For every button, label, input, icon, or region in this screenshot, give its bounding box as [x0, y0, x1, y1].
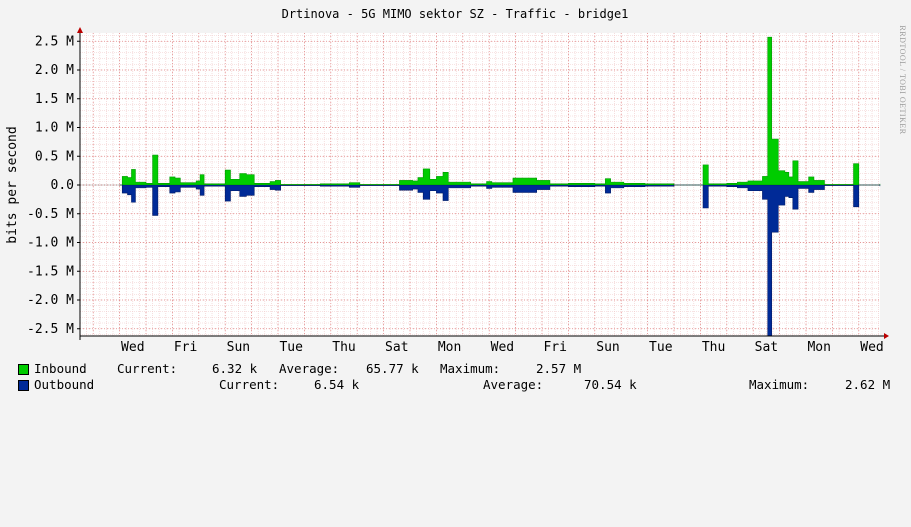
legend-row-inbound: Inbound Current: 6.32 k Average: 65.77 k… [0, 361, 911, 377]
y-tick-labels: 2.5 M 2.0 M 1.5 M 1.0 M 0.5 M 0.0 -0.5 M -1.0 M… [27, 34, 74, 337]
x-tick-label: Wed [860, 340, 883, 355]
y-tick-label: 2.5 M [35, 34, 74, 49]
x-tick-label: Sun [227, 340, 250, 355]
x-axis-arrow [884, 333, 889, 339]
outbound-current-label: Current: [219, 377, 280, 392]
legend-row-outbound: Outbound Current: 6.54 k Average: 70.54 … [0, 377, 911, 393]
x-tick-label: Tue [649, 340, 673, 355]
series-line-outbound [119, 184, 881, 336]
y-axis-arrow [77, 27, 83, 33]
x-tick-labels: Wed Fri Sun Tue Thu Sat Mon Wed Fri Sun Tue Thu Sat M… [121, 340, 884, 355]
y-tick-label: -2.0 M [27, 293, 74, 308]
x-tick-label: Sat [385, 340, 408, 355]
x-tick-label: Tue [279, 340, 303, 355]
y-tick-label: 0.5 M [35, 149, 74, 164]
inbound-average-label: Average: [279, 361, 340, 376]
y-tick-label: 0.0 [51, 178, 74, 193]
y-tick-label: 1.0 M [35, 121, 74, 136]
y-tick-label: 1.5 M [35, 92, 74, 107]
outbound-average-label: Average: [483, 377, 544, 392]
x-tick-label: Fri [543, 340, 566, 355]
outbound-name: Outbound [34, 377, 95, 392]
x-tick-label: Wed [121, 340, 144, 355]
outbound-average-value: 70.54 k [584, 377, 637, 392]
x-tick-label: Fri [174, 340, 197, 355]
grid [79, 33, 880, 336]
outbound-maximum-value: 2.62 M [845, 377, 891, 392]
inbound-maximum-label: Maximum: [440, 361, 501, 376]
axes [77, 27, 889, 340]
y-tick-label: -0.5 M [27, 207, 74, 222]
inbound-current-value: 6.32 k [212, 361, 258, 376]
inbound-swatch [18, 364, 29, 375]
x-tick-label: Mon [438, 340, 461, 355]
y-tick-label: -1.0 M [27, 236, 74, 251]
outbound-maximum-label: Maximum: [749, 377, 810, 392]
traffic-chart: Drtinova - 5G MIMO sektor SZ - Traffic -… [5, 7, 907, 355]
y-axis-label: bits per second [5, 126, 20, 243]
rrdtool-credit: RRDTOOL / TOBI OETIKER [898, 25, 907, 134]
inbound-maximum-value: 2.57 M [536, 361, 582, 376]
inbound-average-value: 65.77 k [366, 361, 419, 376]
x-tick-label: Mon [807, 340, 830, 355]
y-tick-label: 2.0 M [35, 63, 74, 78]
x-tick-label: Wed [491, 340, 514, 355]
chart-title: Drtinova - 5G MIMO sektor SZ - Traffic -… [282, 7, 629, 21]
outbound-current-value: 6.54 k [314, 377, 360, 392]
y-tick-label: -1.5 M [27, 264, 74, 279]
x-tick-label: Sat [755, 340, 778, 355]
inbound-current-label: Current: [117, 361, 178, 376]
y-tick-label: -2.5 M [27, 322, 74, 337]
x-tick-label: Sun [596, 340, 619, 355]
x-tick-label: Thu [332, 340, 355, 355]
inbound-name: Inbound [34, 361, 87, 376]
series-line-inbound [119, 36, 881, 186]
series-areas [119, 36, 881, 336]
graph-frame: Drtinova - 5G MIMO sektor SZ - Traffic -… [0, 7, 911, 393]
x-tick-label: Thu [702, 340, 725, 355]
outbound-swatch [18, 380, 29, 391]
